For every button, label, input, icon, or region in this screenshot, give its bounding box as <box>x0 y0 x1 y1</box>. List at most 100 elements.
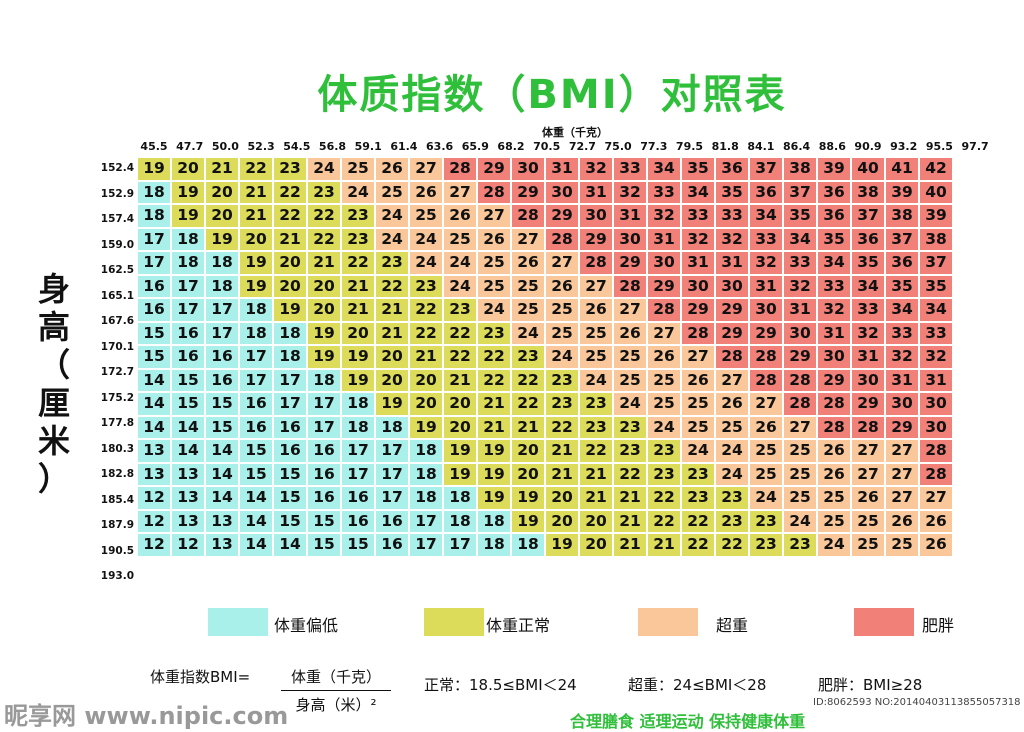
bmi-cell: 24 <box>714 461 750 487</box>
bmi-cell: 23 <box>646 438 682 464</box>
bmi-cell: 19 <box>272 297 308 323</box>
bmi-cell: 28 <box>748 367 784 393</box>
table-row: 14 14 15 16 16 17 18 18 19 20 21 21 22 23 23 24 25 25 26 27… <box>136 414 954 440</box>
bmi-cell: 24 <box>340 179 376 205</box>
table-row: 14 15 15 16 17 17 18 19 20 20 21 22 23 23 24 25 25 26 27 28… <box>136 391 954 417</box>
bmi-cell: 22 <box>646 508 682 534</box>
bmi-cell: 24 <box>714 438 750 464</box>
weight-header-cell: 56.8 <box>318 140 347 153</box>
bmi-cell: 18 <box>340 414 376 440</box>
weight-header-cell: 47.7 <box>176 140 204 153</box>
bmi-cell: 17 <box>408 532 444 558</box>
bmi-cell: 27 <box>850 438 886 464</box>
weight-header-cell: 52.3 <box>247 140 275 153</box>
bmi-cell: 23 <box>340 226 376 252</box>
bmi-cell: 21 <box>442 367 478 393</box>
weight-header-cell: 88.6 <box>818 140 846 153</box>
bmi-cell: 24 <box>476 297 512 323</box>
bmi-cell: 14 <box>136 367 172 393</box>
bmi-cell: 17 <box>340 438 376 464</box>
bmi-cell: 22 <box>306 226 342 252</box>
bmi-cell: 29 <box>816 367 852 393</box>
bmi-cell: 27 <box>748 391 784 417</box>
bmi-cell: 25 <box>544 320 580 346</box>
bmi-cell: 27 <box>884 438 920 464</box>
bmi-cell: 18 <box>306 367 342 393</box>
bmi-cell: 36 <box>714 156 750 182</box>
bmi-cell: 28 <box>918 438 954 464</box>
bmi-cell: 26 <box>680 367 716 393</box>
bmi-cell: 36 <box>748 179 784 205</box>
bmi-cell: 14 <box>238 532 274 558</box>
bmi-cell: 36 <box>884 250 920 276</box>
bmi-cell: 35 <box>680 156 716 182</box>
table-row: 17 18 18 19 20 21 22 23 24 24 25 26 27 28 29 30 31 31 32 33… <box>136 250 954 276</box>
bmi-cell: 24 <box>680 438 716 464</box>
bmi-cell: 27 <box>442 179 478 205</box>
bmi-cell: 31 <box>748 273 784 299</box>
bmi-cell: 29 <box>782 344 818 370</box>
bmi-cell: 23 <box>680 461 716 487</box>
bmi-cell: 38 <box>884 203 920 229</box>
bmi-cell: 24 <box>306 156 342 182</box>
bmi-cell: 14 <box>204 485 240 511</box>
bmi-cell: 23 <box>340 203 376 229</box>
legend-swatch <box>208 608 268 636</box>
bmi-cell: 15 <box>272 485 308 511</box>
bmi-cell: 26 <box>850 485 886 511</box>
bmi-cell: 18 <box>204 273 240 299</box>
bmi-cell: 29 <box>510 179 546 205</box>
table-row: 14 15 16 17 17 18 19 20 20 21 22 22 23 24 25 25 26 27 28 28… <box>136 367 954 393</box>
bmi-cell: 20 <box>510 438 546 464</box>
bmi-cell: 14 <box>238 508 274 534</box>
bmi-cell: 24 <box>374 203 410 229</box>
bmi-cell: 30 <box>646 250 682 276</box>
bmi-cell: 22 <box>442 344 478 370</box>
bmi-cell: 28 <box>442 156 478 182</box>
bmi-cell: 25 <box>510 297 546 323</box>
table-row: 13 13 14 15 15 16 17 17 18 19 19 20 21 21 22 23 23 24 25 25… <box>136 461 954 487</box>
weight-header-cell: 79.5 <box>675 140 704 153</box>
bmi-cell: 40 <box>850 156 886 182</box>
bmi-cell: 32 <box>748 250 784 276</box>
bmi-cell: 26 <box>408 179 444 205</box>
formula-fraction: 体重（千克） 身高（米）² <box>281 666 391 715</box>
bmi-cell: 27 <box>646 320 682 346</box>
weight-header-cell: 93.2 <box>890 140 918 153</box>
bmi-cell: 28 <box>578 250 614 276</box>
bmi-cell: 18 <box>204 250 240 276</box>
bmi-cell: 37 <box>850 203 886 229</box>
bmi-cell: 14 <box>136 391 172 417</box>
bmi-cell: 16 <box>204 367 240 393</box>
bmi-cell: 33 <box>646 179 682 205</box>
bmi-cell: 21 <box>340 273 376 299</box>
bmi-cell: 13 <box>136 438 172 464</box>
bmi-cell: 25 <box>850 532 886 558</box>
bmi-cell: 17 <box>204 297 240 323</box>
bmi-cell: 30 <box>884 391 920 417</box>
bmi-cell: 18 <box>374 414 410 440</box>
bmi-cell: 19 <box>306 320 342 346</box>
bmi-cell: 24 <box>442 273 478 299</box>
bmi-cell: 13 <box>204 508 240 534</box>
bmi-cell: 16 <box>136 297 172 323</box>
bmi-cell: 18 <box>408 438 444 464</box>
bmi-cell: 21 <box>544 461 580 487</box>
bmi-cell: 19 <box>136 156 172 182</box>
bmi-cell: 26 <box>476 226 512 252</box>
bmi-cell: 27 <box>544 250 580 276</box>
formula-lhs: 体重指数BMI= <box>150 668 251 686</box>
bmi-cell: 30 <box>850 367 886 393</box>
bmi-cell: 26 <box>578 297 614 323</box>
bmi-cell: 21 <box>476 391 512 417</box>
bmi-cell: 20 <box>340 320 376 346</box>
bmi-cell: 27 <box>612 297 648 323</box>
bmi-cell: 24 <box>612 391 648 417</box>
bmi-cell: 19 <box>510 485 546 511</box>
bmi-cell: 22 <box>408 320 444 346</box>
slogan: 合理膳食 适理运动 保持健康体重 <box>570 712 806 731</box>
bmi-cell: 34 <box>748 203 784 229</box>
bmi-cell: 18 <box>136 179 172 205</box>
bmi-cell: 19 <box>340 344 376 370</box>
bmi-cell: 29 <box>646 273 682 299</box>
